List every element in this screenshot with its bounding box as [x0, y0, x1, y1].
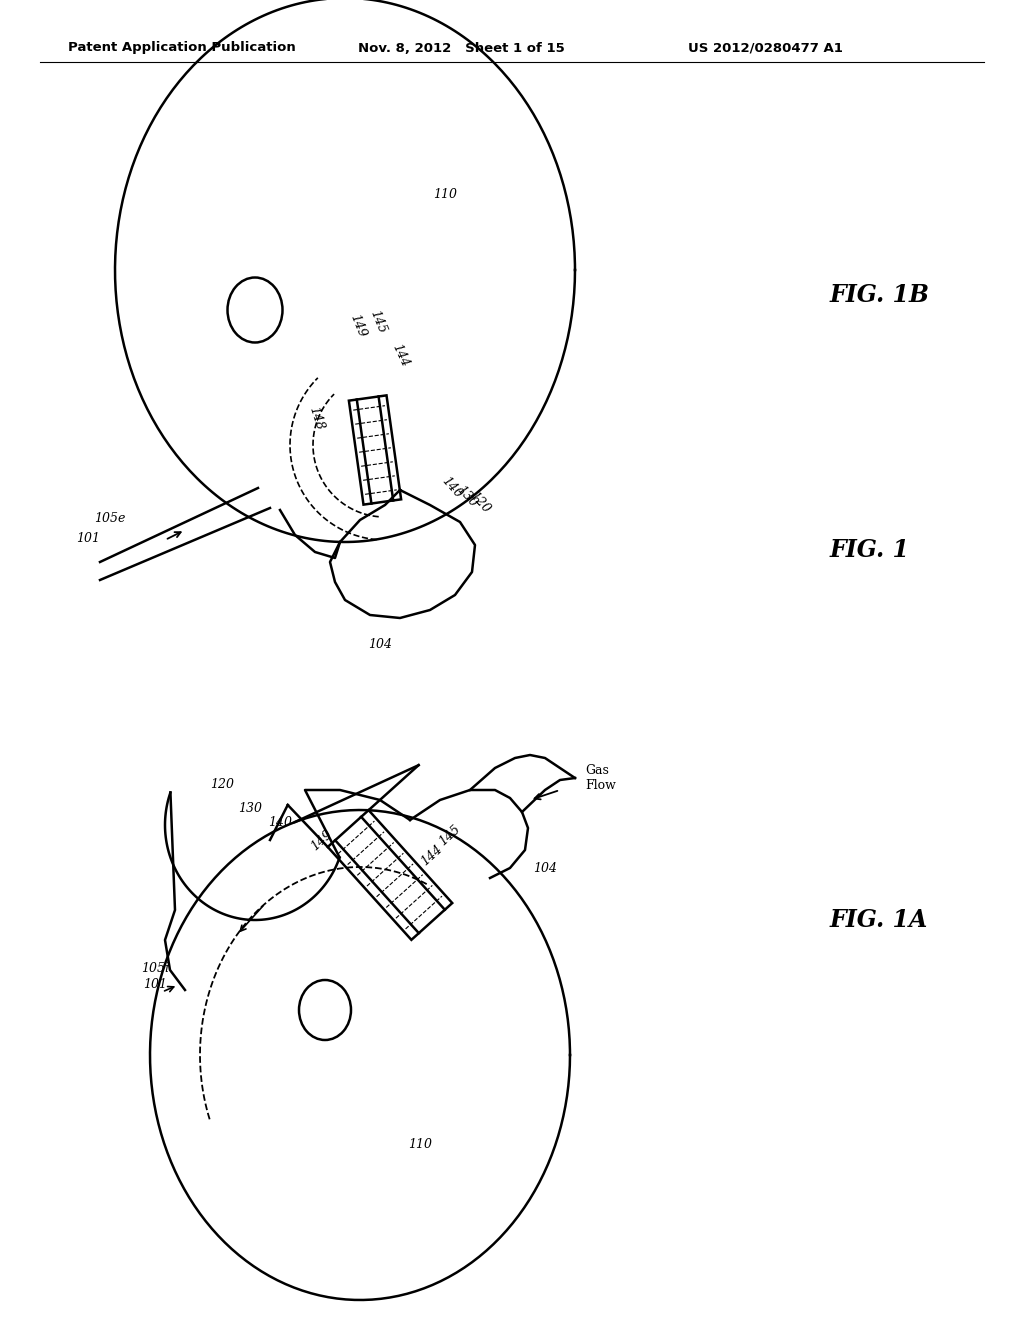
Text: 120: 120 — [467, 490, 493, 516]
Text: 101: 101 — [76, 532, 100, 544]
Text: 104: 104 — [368, 639, 392, 652]
Text: 101: 101 — [143, 978, 167, 991]
Text: US 2012/0280477 A1: US 2012/0280477 A1 — [688, 41, 843, 54]
Text: 140: 140 — [439, 475, 465, 502]
Text: 105e: 105e — [94, 511, 126, 524]
Text: 120: 120 — [210, 777, 234, 791]
Text: 130: 130 — [238, 801, 262, 814]
Text: FIG. 1: FIG. 1 — [830, 539, 910, 562]
Text: 148: 148 — [306, 404, 326, 432]
Text: 110: 110 — [408, 1138, 432, 1151]
Text: 104: 104 — [534, 862, 557, 874]
Text: 105i: 105i — [141, 961, 169, 974]
Text: Patent Application Publication: Patent Application Publication — [68, 41, 296, 54]
Text: FIG. 1A: FIG. 1A — [830, 908, 929, 932]
Text: 110: 110 — [433, 189, 457, 202]
Text: 144: 144 — [389, 342, 411, 368]
Text: Nov. 8, 2012   Sheet 1 of 15: Nov. 8, 2012 Sheet 1 of 15 — [358, 41, 565, 54]
Text: Gas
Flow: Gas Flow — [585, 764, 615, 792]
Text: 144: 144 — [419, 842, 445, 867]
Text: 149: 149 — [347, 313, 369, 339]
Text: 145: 145 — [368, 309, 388, 335]
Text: 130: 130 — [454, 483, 480, 511]
Text: 149: 149 — [308, 828, 335, 853]
Text: 145: 145 — [436, 822, 463, 847]
Text: FIG. 1B: FIG. 1B — [830, 282, 930, 308]
Text: 140: 140 — [268, 816, 292, 829]
